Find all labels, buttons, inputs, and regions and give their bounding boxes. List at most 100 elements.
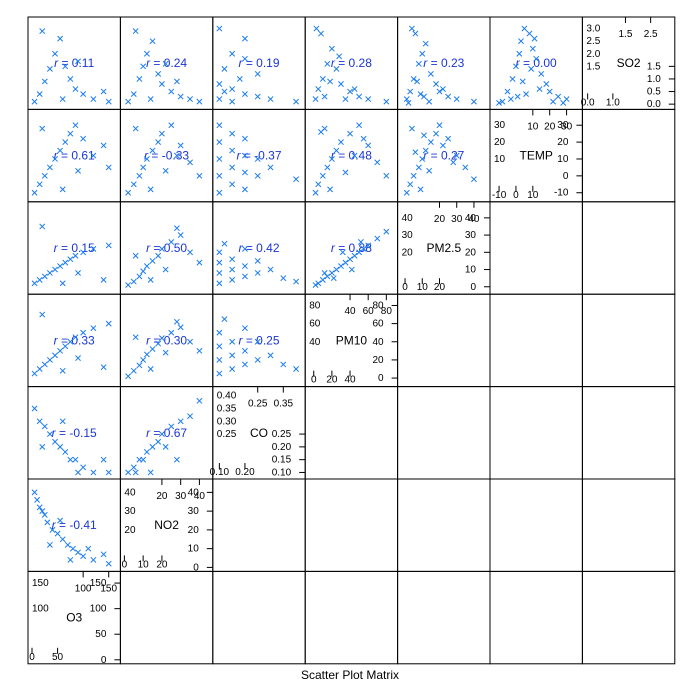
scatter-point [155,139,162,146]
scatter-point [173,225,180,232]
scatter-point [427,70,434,77]
correlation-symbol: r [54,56,59,70]
scatter-point [433,81,440,87]
scatter-point [216,81,223,87]
scatter-point-stroke [328,270,335,276]
scatter-point-stroke [177,418,184,425]
scatter-point-stroke [254,156,261,162]
scatter-point [216,270,223,276]
correlation-value: = 0.25 [242,333,279,347]
tick-label: 30 [124,506,136,517]
scatter-point-stroke [342,169,349,176]
scatter-point [519,78,526,85]
scatter-point [62,259,69,266]
scatter-point-stroke [439,142,446,149]
scatter-point-stroke [143,50,150,57]
scatter-point [173,318,180,325]
scatter-point-stroke [155,139,162,146]
scatter-point-stroke [241,273,248,280]
tick-label: 30 [465,230,477,241]
scatter-point [59,280,66,287]
scatter-point [46,65,53,72]
scatter-point-stroke [168,239,175,245]
scatter-point-stroke [67,75,74,82]
correlation-symbol: r [331,56,336,70]
panel-r3-c5 [489,293,583,388]
scatter-point [414,78,421,85]
scatter-point [155,340,162,347]
panel-r4-c5 [489,386,583,480]
scatter-point [158,130,165,137]
scatter-point-stroke [196,98,203,105]
scatter-point [356,122,363,129]
scatter-point [158,245,165,252]
scatter-point-stroke [216,329,223,336]
scatter-point [436,88,443,95]
scatter-point [149,346,156,352]
tick-label: 60 [363,306,375,317]
scatter-point [374,235,381,242]
scatter-point [336,53,343,60]
scatter-point-stroke [147,469,154,476]
scatter-point [236,75,243,82]
scatter-point [426,98,433,105]
scatter-point [143,156,150,162]
scatter-point [426,167,433,174]
scatter-point [351,252,358,259]
scatter-point-stroke [412,30,419,37]
scatter-point [85,545,92,552]
correlation-label: r = 0.42 [238,241,279,255]
correlation-label: r = 0.28 [331,56,372,70]
scatter-point [44,519,51,526]
scatter-point [100,88,107,95]
scatter-point-stroke [136,172,143,179]
scatter-point [57,35,64,42]
scatter-point-stroke [357,239,364,245]
scatter-point [241,273,248,280]
correlation-label: r = 0.50 [146,241,187,255]
scatter-point [216,25,223,32]
scatter-point-stroke [318,30,324,37]
scatter-point [315,86,322,92]
scatter-point-stroke [100,88,107,95]
tick-label: 40 [344,306,356,317]
scatter-point-stroke [312,282,319,288]
scatter-point-stroke [147,96,154,103]
scatter-point [173,152,180,159]
scatter-point [422,147,429,154]
scatter-point [293,366,300,372]
scatter-point-stroke [173,152,180,159]
tick-label: 40 [344,375,356,386]
tick-label: 30 [557,120,569,131]
scatter-point-stroke [36,276,43,283]
scatter-point-stroke [196,259,203,266]
correlation-value: = -0.33 [148,149,189,163]
correlation-value: = 0.23 [427,56,464,70]
scatter-point-stroke [436,88,443,95]
scatter-point-stroke [41,423,48,430]
scatter-point [328,270,335,276]
scatter-point [453,152,460,159]
tick-label: 0 [29,652,35,663]
tick-label: 150 [90,578,107,589]
scatter-point [229,276,236,283]
scatter-point-stroke [41,172,48,179]
panel-r3-c6 [581,293,676,388]
scatter-point-stroke [328,45,335,52]
scatter-point-stroke [187,249,193,256]
tick-label: 0.35 [217,404,237,415]
scatter-point [132,252,139,259]
tick-label: 2.5 [644,29,658,40]
scatter-point-stroke [383,172,390,179]
tick-label: -10 [492,190,507,201]
scatter-point-stroke [321,125,328,132]
tick-label: 0.15 [272,455,292,466]
scatter-point [407,88,414,95]
scatter-point [293,278,300,285]
tick-label: 0 [378,373,384,384]
scatter-point [383,228,390,235]
scatter-point-stroke [324,60,331,67]
scatter-point-stroke [414,78,421,85]
scatter-point [72,456,79,463]
scatter-point [412,30,419,37]
